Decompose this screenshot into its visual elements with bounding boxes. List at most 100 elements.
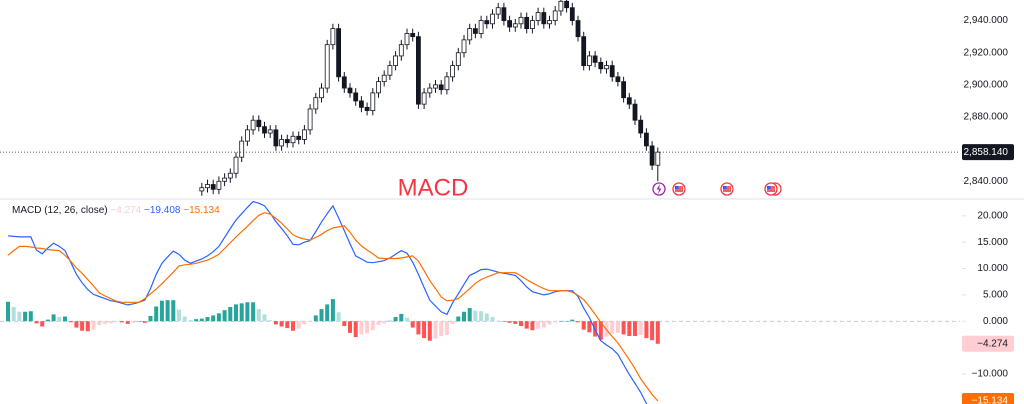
histogram-bar <box>239 303 244 322</box>
candle-body <box>398 44 404 57</box>
histogram-bar <box>80 321 85 331</box>
histogram-bar <box>28 311 33 322</box>
histogram-bar <box>57 317 62 322</box>
histogram-bar <box>234 304 238 322</box>
histogram-bar <box>273 321 278 325</box>
histogram-bar <box>490 317 495 322</box>
histogram-bar <box>108 321 113 324</box>
histogram-bar <box>462 311 466 322</box>
legend-series-value: −15.134 <box>183 205 220 216</box>
last-price-label: 2,858.140 <box>964 147 1009 158</box>
candle-body <box>444 76 450 91</box>
y-tick-label: 2,920.000 <box>964 47 1009 58</box>
histogram-bar <box>302 321 307 325</box>
histogram-bar <box>97 321 102 325</box>
histogram-bar <box>422 321 427 339</box>
candle-body <box>518 16 524 25</box>
y-tick-label: 15.000 <box>977 237 1008 248</box>
histogram-bar <box>279 321 284 327</box>
histogram-bar <box>456 316 461 322</box>
histogram-bar <box>194 319 199 322</box>
histogram-bar <box>598 321 603 340</box>
flag-icon[interactable] <box>764 182 782 196</box>
candle-body <box>421 92 427 105</box>
histogram-bar <box>45 319 50 322</box>
candle-body <box>484 20 490 25</box>
histogram-bar <box>519 321 523 326</box>
histogram-bar <box>188 320 193 322</box>
histogram-bar <box>513 321 518 324</box>
candle-body <box>501 7 507 21</box>
candle-body <box>336 28 342 78</box>
histogram-bar <box>576 321 580 323</box>
candle-body <box>644 132 649 147</box>
legend-histogram-value: −4.274 <box>110 205 141 216</box>
histogram-bar <box>507 321 512 323</box>
histogram-bar <box>336 312 341 322</box>
histogram-bar <box>627 321 632 336</box>
macd-line <box>7 212 659 402</box>
candle-body <box>615 76 621 83</box>
histogram-bar <box>159 300 164 322</box>
flag-icon[interactable] <box>720 182 734 196</box>
candle-body <box>410 33 416 38</box>
histogram-bar <box>410 321 415 328</box>
price-pane: MACD <box>0 0 960 198</box>
candle-body <box>250 119 256 131</box>
histogram-bar <box>399 313 404 322</box>
histogram-bar <box>433 321 438 339</box>
signal-tag-label: −15.134 <box>972 396 1009 404</box>
flag-icon[interactable] <box>672 182 686 196</box>
legend-title: MACD (12, 26, close) <box>12 205 108 216</box>
histogram-bar <box>359 321 364 335</box>
histogram-bar <box>17 311 22 322</box>
candle-body <box>512 23 518 28</box>
candle-body <box>364 106 370 111</box>
histogram-tag-label: −4.274 <box>977 338 1008 349</box>
histogram-bar <box>74 321 79 328</box>
histogram-bar <box>211 315 216 322</box>
candle-body <box>632 103 638 121</box>
candle-body <box>210 184 216 190</box>
histogram-bar <box>6 301 10 322</box>
candle-body <box>353 92 359 102</box>
histogram-bar <box>199 318 204 322</box>
candle-body <box>313 97 319 110</box>
histogram-bar <box>610 321 615 334</box>
candle-body <box>381 74 387 83</box>
histogram-bar <box>427 321 432 341</box>
histogram-bar <box>11 307 16 322</box>
candle-body <box>404 33 410 46</box>
histogram-bar <box>165 300 170 322</box>
candle-body <box>341 76 347 89</box>
histogram-bar <box>313 315 318 322</box>
y-tick-label: 20.000 <box>977 210 1008 221</box>
candle-body <box>558 0 564 12</box>
price-axis: 2,940.0002,920.0002,900.0002,880.0002,86… <box>962 15 1014 404</box>
candle-body <box>569 7 575 21</box>
histogram-bar <box>228 307 233 322</box>
histogram-tag <box>962 335 1014 352</box>
candle-body <box>427 87 433 94</box>
histogram-bar <box>131 321 136 323</box>
candle-body <box>393 55 399 66</box>
histogram-bar <box>63 316 67 322</box>
candle-body <box>273 129 279 147</box>
histogram-bar <box>479 311 484 322</box>
histogram-bar <box>416 321 421 335</box>
histogram-bar <box>171 300 176 322</box>
histogram-bar <box>524 321 529 329</box>
histogram-bar <box>547 321 552 325</box>
candle-body <box>450 65 456 78</box>
legend: MACD (12, 26, close) −4.274 −19.408 −15.… <box>12 205 220 216</box>
candle-body <box>524 16 530 30</box>
candle-body <box>387 65 393 76</box>
candle-body <box>638 119 644 134</box>
candle-body <box>415 36 421 105</box>
histogram-bar <box>387 320 392 322</box>
candle-body <box>233 156 239 174</box>
histogram-bar <box>222 310 227 322</box>
y-tick-label: −10.000 <box>972 369 1009 380</box>
histogram-bar <box>370 321 375 331</box>
